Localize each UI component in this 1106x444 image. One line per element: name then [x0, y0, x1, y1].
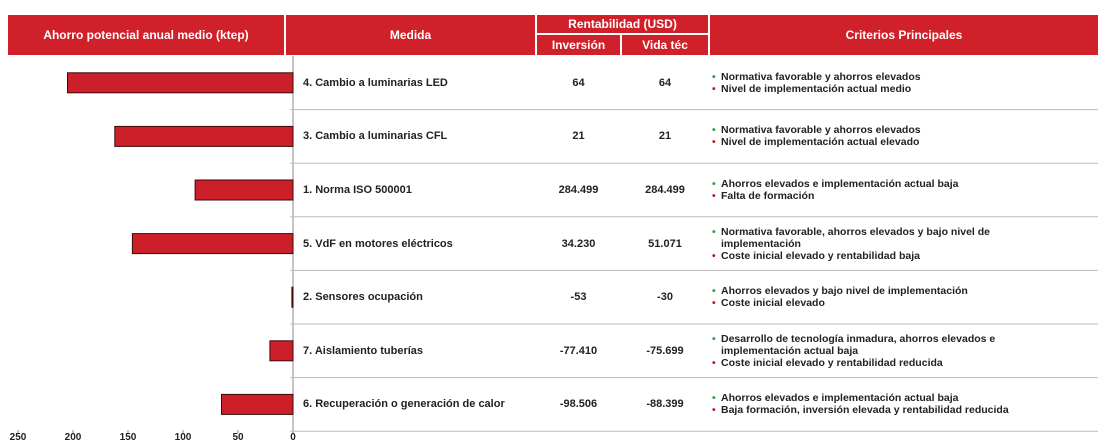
x-tick-label: 50: [232, 432, 244, 443]
header-lifetime: Vida téc: [622, 35, 708, 55]
criterion-text: Normativa favorable y ahorros elevados: [721, 124, 921, 137]
investment: -53: [570, 291, 587, 304]
criterion-text: Normativa favorable y ahorros elevados: [721, 70, 921, 83]
lifetime: -88.399: [646, 398, 684, 411]
criterion: • Normativa favorable, ahorros elevados y…: [712, 226, 1082, 250]
criterion: • Coste inicial elevado y rentabilidad re…: [712, 357, 1082, 369]
bar: [67, 72, 294, 94]
criterion: • Nivel de implementación actual elevado: [712, 136, 1082, 148]
bullet: •: [712, 70, 716, 83]
criterion-text: Coste inicial elevado y rentabilidad red…: [721, 356, 943, 369]
criterion-text: Ahorros elevados e implementación actual…: [721, 178, 959, 190]
measure-label: 5. VdF en motores eléctricos: [303, 237, 453, 250]
criterion: • Desarrollo de tecnología inmadura, ahor…: [712, 333, 1082, 357]
measure-label: 7. Aislamiento tuberías: [303, 344, 424, 357]
bullet: •: [712, 136, 716, 149]
bar: [221, 393, 294, 415]
lifetime: -30: [657, 291, 673, 304]
criteria: • Ahorros elevados y bajo nivel de implem…: [712, 285, 1082, 309]
chart-title: Ahorro potencial anual medio (ktep): [8, 15, 284, 55]
criteria: • Normativa favorable y ahorros elevados •…: [712, 124, 1082, 148]
criterion: • Normativa favorable y ahorros elevados: [712, 124, 1082, 136]
lifetime: 21: [658, 130, 672, 143]
criteria: • Ahorros elevados e implementación actua…: [712, 392, 1082, 416]
criterion: • Normativa favorable y ahorros elevados: [712, 71, 1082, 83]
bullet: •: [712, 225, 716, 238]
bullet: •: [712, 249, 716, 262]
criterion-text: Nivel de implementación actual elevado: [721, 136, 920, 149]
bullet: •: [712, 404, 716, 417]
x-tick-label: 250: [9, 432, 27, 443]
lifetime: 64: [658, 76, 672, 89]
criterion-text: Desarrollo de tecnología inmadura, ahorr…: [721, 332, 996, 357]
criteria: • Ahorros elevados e implementación actua…: [712, 178, 1082, 202]
criterion: • Ahorros elevados y bajo nivel de implem…: [712, 285, 1082, 297]
criterion-text: Baja formación, inversión elevada y rent…: [721, 404, 1009, 417]
bar: [291, 286, 294, 308]
criterion: • Ahorros elevados e implementación actua…: [712, 392, 1082, 404]
bullet: •: [712, 190, 716, 202]
bullet: •: [712, 82, 716, 95]
criterion-text: Nivel de implementación actual medio: [721, 82, 912, 95]
criterion-text: Coste inicial elevado: [721, 297, 825, 310]
bullet: •: [712, 332, 716, 345]
lifetime: 51.071: [648, 237, 682, 250]
bar: [131, 233, 294, 255]
bullet: •: [712, 297, 716, 310]
x-tick-label: 100: [174, 432, 192, 443]
investment: -77.410: [559, 344, 598, 357]
investment: 34.230: [561, 237, 596, 250]
bullet: •: [712, 178, 716, 190]
criteria: • Normativa favorable, ahorros elevados y…: [712, 226, 1082, 262]
criterion: • Ahorros elevados e implementación actua…: [712, 178, 1082, 190]
bar: [194, 179, 294, 201]
measure-label: 6. Recuperación o generación de calor: [303, 398, 505, 411]
bar: [269, 340, 294, 362]
measure-label: 2. Sensores ocupación: [303, 291, 423, 304]
x-tick-label: 0: [290, 432, 296, 443]
header-investment: Inversión: [537, 35, 620, 55]
lifetime: -75.699: [646, 344, 684, 357]
bar: [114, 125, 294, 147]
criterion: • Coste inicial elevado: [712, 297, 1082, 309]
criterion: • Coste inicial elevado y rentabilidad ba…: [712, 250, 1082, 262]
criterion-text: Ahorros elevados y bajo nivel de impleme…: [721, 285, 968, 298]
investment: 64: [572, 76, 585, 89]
header-profitability: Rentabilidad (USD): [537, 15, 708, 33]
criterion: • Baja formación, inversión elevada y ren…: [712, 404, 1082, 416]
x-tick-label: 150: [119, 432, 137, 443]
lifetime: 284.499: [645, 184, 685, 196]
bullet: •: [712, 124, 716, 137]
investment: 284.499: [558, 184, 599, 196]
criterion-text: Coste inicial elevado y rentabilidad baj…: [721, 249, 920, 262]
investment: 21: [572, 130, 585, 143]
criterion-text: Falta de formación: [721, 190, 815, 202]
header-measure: Medida: [286, 15, 535, 55]
bullet: •: [712, 285, 716, 298]
measure-label: 4. Cambio a luminarias LED: [303, 76, 448, 89]
criterion: • Nivel de implementación actual medio: [712, 83, 1082, 95]
bullet: •: [712, 356, 716, 369]
criterion-text: Normativa favorable, ahorros elevados y …: [721, 225, 991, 250]
criterion: • Falta de formación: [712, 190, 1082, 202]
header-criteria: Criterios Principales: [710, 15, 1098, 55]
criterion-text: Ahorros elevados e implementación actual…: [721, 392, 959, 405]
x-tick-label: 200: [64, 432, 82, 443]
measure-label: 1. Norma ISO 500001: [303, 184, 412, 196]
measure-label: 3. Cambio a luminarias CFL: [303, 130, 448, 143]
investment: -98.506: [559, 398, 598, 411]
bullet: •: [712, 392, 716, 405]
criteria: • Desarrollo de tecnología inmadura, ahor…: [712, 333, 1082, 369]
criteria: • Normativa favorable y ahorros elevados •…: [712, 71, 1082, 95]
